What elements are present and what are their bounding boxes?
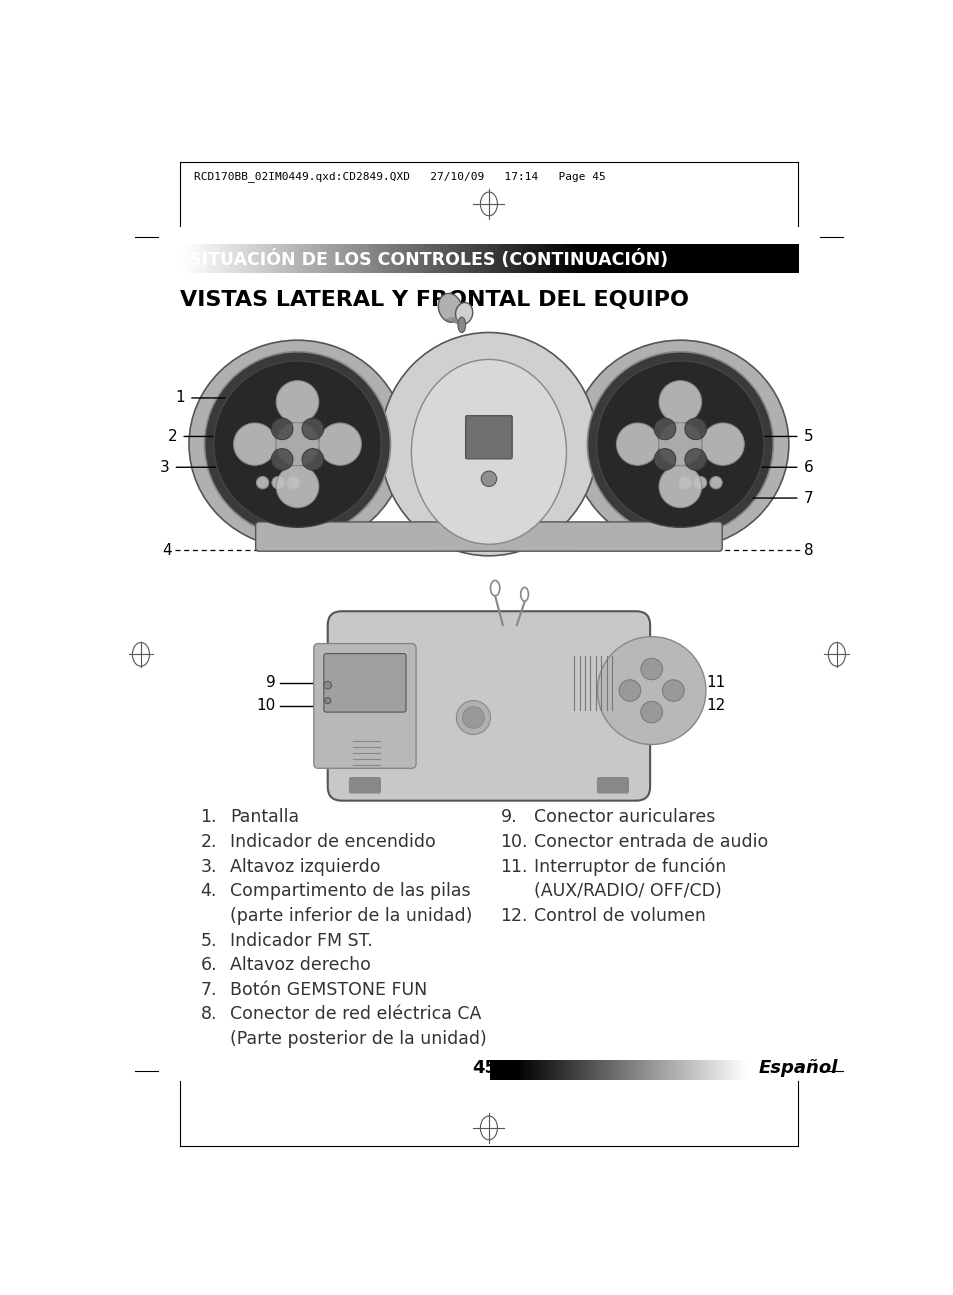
Ellipse shape [276, 465, 318, 508]
Ellipse shape [654, 448, 675, 470]
Text: Altavoz derecho: Altavoz derecho [230, 956, 371, 974]
FancyBboxPatch shape [349, 777, 380, 793]
Text: 12: 12 [705, 698, 724, 714]
Text: 10: 10 [256, 698, 275, 714]
Circle shape [587, 352, 773, 536]
Ellipse shape [437, 294, 461, 322]
Text: (parte inferior de la unidad): (parte inferior de la unidad) [230, 906, 472, 925]
Text: (AUX/RADIO/ OFF/CD): (AUX/RADIO/ OFF/CD) [534, 882, 720, 900]
Circle shape [213, 361, 381, 527]
Ellipse shape [684, 418, 706, 440]
Ellipse shape [684, 448, 706, 470]
Circle shape [462, 707, 484, 728]
Text: Conector auriculares: Conector auriculares [534, 808, 715, 826]
FancyBboxPatch shape [323, 654, 406, 712]
Circle shape [324, 698, 331, 703]
Text: 7.: 7. [200, 980, 217, 998]
Text: (Parte posterior de la unidad): (Parte posterior de la unidad) [230, 1030, 486, 1048]
Ellipse shape [640, 702, 661, 723]
Text: Pantalla: Pantalla [230, 808, 299, 826]
Circle shape [275, 422, 319, 466]
Circle shape [694, 477, 706, 488]
Text: Conector entrada de audio: Conector entrada de audio [534, 833, 767, 851]
Circle shape [596, 361, 763, 527]
Text: 3.: 3. [200, 857, 217, 875]
Text: Español: Español [758, 1058, 837, 1076]
Text: 10.: 10. [500, 833, 528, 851]
Text: 8: 8 [802, 543, 812, 558]
FancyBboxPatch shape [597, 777, 628, 793]
Ellipse shape [380, 333, 597, 556]
Text: 9: 9 [266, 676, 275, 690]
Circle shape [480, 471, 497, 487]
Ellipse shape [271, 418, 293, 440]
FancyBboxPatch shape [255, 522, 721, 552]
Text: 6.: 6. [200, 956, 217, 974]
Ellipse shape [302, 418, 323, 440]
Circle shape [709, 477, 721, 488]
Text: 6: 6 [802, 460, 813, 475]
FancyBboxPatch shape [328, 611, 649, 800]
Ellipse shape [659, 465, 700, 508]
Circle shape [679, 477, 691, 488]
Text: Control de volumen: Control de volumen [534, 906, 705, 925]
Text: 4.: 4. [200, 882, 216, 900]
Text: 12.: 12. [500, 906, 528, 925]
Text: 8.: 8. [200, 1005, 217, 1023]
Text: 2: 2 [168, 429, 177, 444]
Circle shape [272, 477, 284, 488]
Circle shape [456, 701, 490, 734]
Text: 2.: 2. [200, 833, 217, 851]
Ellipse shape [700, 423, 743, 465]
Ellipse shape [233, 423, 276, 465]
Text: 3: 3 [160, 460, 170, 475]
Text: 5: 5 [802, 429, 812, 444]
Circle shape [323, 681, 332, 689]
Text: 7: 7 [802, 491, 812, 505]
Text: 11: 11 [705, 676, 724, 690]
Ellipse shape [571, 341, 788, 548]
Ellipse shape [189, 341, 406, 548]
Text: Botón GEMSTONE FUN: Botón GEMSTONE FUN [230, 980, 427, 998]
Ellipse shape [302, 448, 323, 470]
Text: VISTAS LATERAL Y FRONTAL DEL EQUIPO: VISTAS LATERAL Y FRONTAL DEL EQUIPO [179, 290, 688, 310]
Text: 1: 1 [175, 391, 185, 405]
Text: Interruptor de función: Interruptor de función [534, 857, 725, 877]
Circle shape [658, 422, 701, 466]
Text: 5.: 5. [200, 931, 217, 949]
Ellipse shape [318, 423, 361, 465]
Text: 9.: 9. [500, 808, 517, 826]
Ellipse shape [411, 360, 566, 544]
Ellipse shape [659, 381, 700, 423]
Ellipse shape [271, 448, 293, 470]
Ellipse shape [616, 423, 659, 465]
Ellipse shape [457, 317, 465, 333]
Text: 4: 4 [162, 543, 172, 558]
Circle shape [256, 477, 269, 488]
Ellipse shape [455, 303, 473, 324]
Text: Indicador FM ST.: Indicador FM ST. [230, 931, 373, 949]
Text: Altavoz izquierdo: Altavoz izquierdo [230, 857, 380, 875]
Ellipse shape [618, 680, 640, 702]
Text: Indicador de encendido: Indicador de encendido [230, 833, 436, 851]
Ellipse shape [640, 658, 661, 680]
Text: Compartimento de las pilas: Compartimento de las pilas [230, 882, 470, 900]
Text: 1.: 1. [200, 808, 217, 826]
Circle shape [204, 352, 390, 536]
Ellipse shape [661, 680, 683, 702]
Circle shape [287, 477, 299, 488]
Circle shape [597, 637, 705, 745]
Text: RCD170BB_02IM0449.qxd:CD2849.QXD   27/10/09   17:14   Page 45: RCD170BB_02IM0449.qxd:CD2849.QXD 27/10/0… [194, 171, 605, 183]
Text: Conector de red eléctrica CA: Conector de red eléctrica CA [230, 1005, 481, 1023]
Text: 45: 45 [472, 1058, 497, 1076]
Text: SITUACIÓN DE LOS CONTROLES (CONTINUACIÓN): SITUACIÓN DE LOS CONTROLES (CONTINUACIÓN… [189, 250, 667, 269]
Text: 11.: 11. [500, 857, 528, 875]
Ellipse shape [654, 418, 675, 440]
Ellipse shape [276, 381, 318, 423]
FancyBboxPatch shape [314, 644, 416, 768]
FancyBboxPatch shape [465, 416, 512, 458]
